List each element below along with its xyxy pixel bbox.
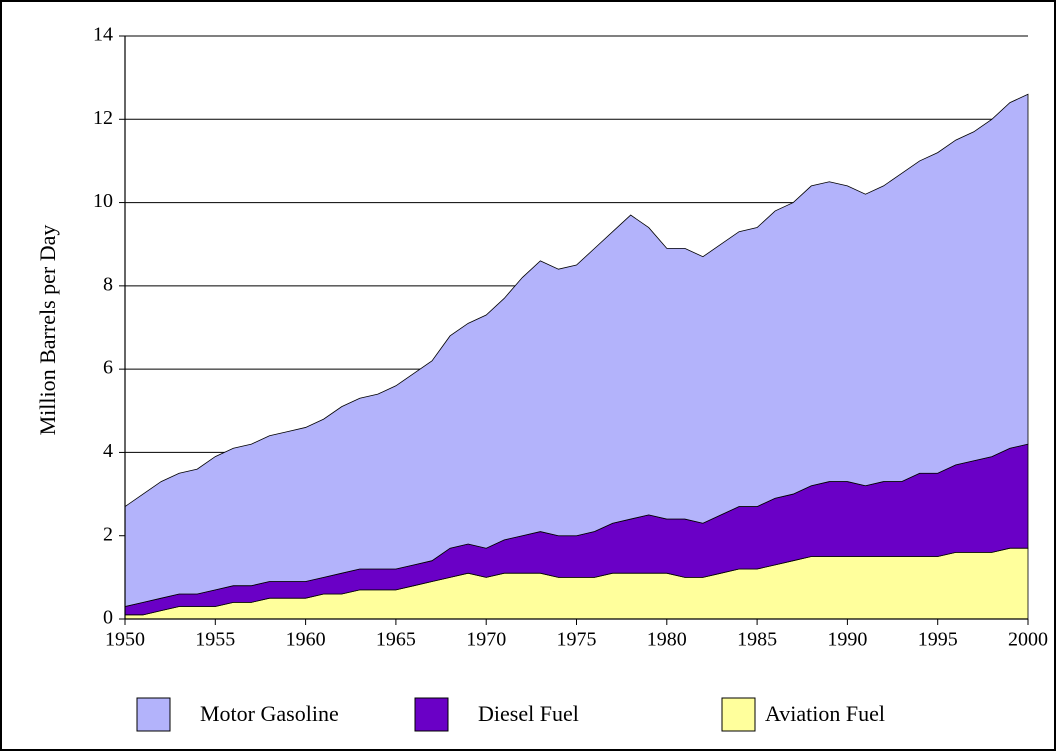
x-tick-label: 2000 [1008,629,1048,651]
x-tick-label: 1990 [827,629,867,651]
y-tick-label: 0 [103,607,113,629]
legend-label: Aviation Fuel [765,701,885,726]
legend-swatch [136,697,171,732]
x-tick-label: 1995 [918,629,958,651]
x-tick-label: 1985 [737,629,777,651]
x-tick-label: 1955 [195,629,235,651]
legend-label: Motor Gasoline [200,701,339,726]
y-tick-label: 6 [103,357,113,379]
legend-label: Diesel Fuel [478,701,579,726]
x-tick-label: 1980 [647,629,687,651]
x-tick-label: 1950 [105,629,145,651]
x-tick-label: 1975 [557,629,597,651]
y-tick-label: 8 [103,273,113,295]
y-axis-label: Million Barrels per Day [35,225,60,436]
y-tick-label: 14 [93,24,113,46]
y-tick-label: 12 [93,107,113,129]
y-tick-label: 10 [93,190,113,212]
legend-swatch [721,697,756,732]
x-tick-label: 1965 [376,629,416,651]
y-tick-label: 2 [103,523,113,545]
x-tick-label: 1970 [466,629,506,651]
area [124,93,1029,608]
x-tick-label: 1960 [286,629,326,651]
y-tick-label: 4 [103,440,113,462]
legend-swatch [414,697,449,732]
